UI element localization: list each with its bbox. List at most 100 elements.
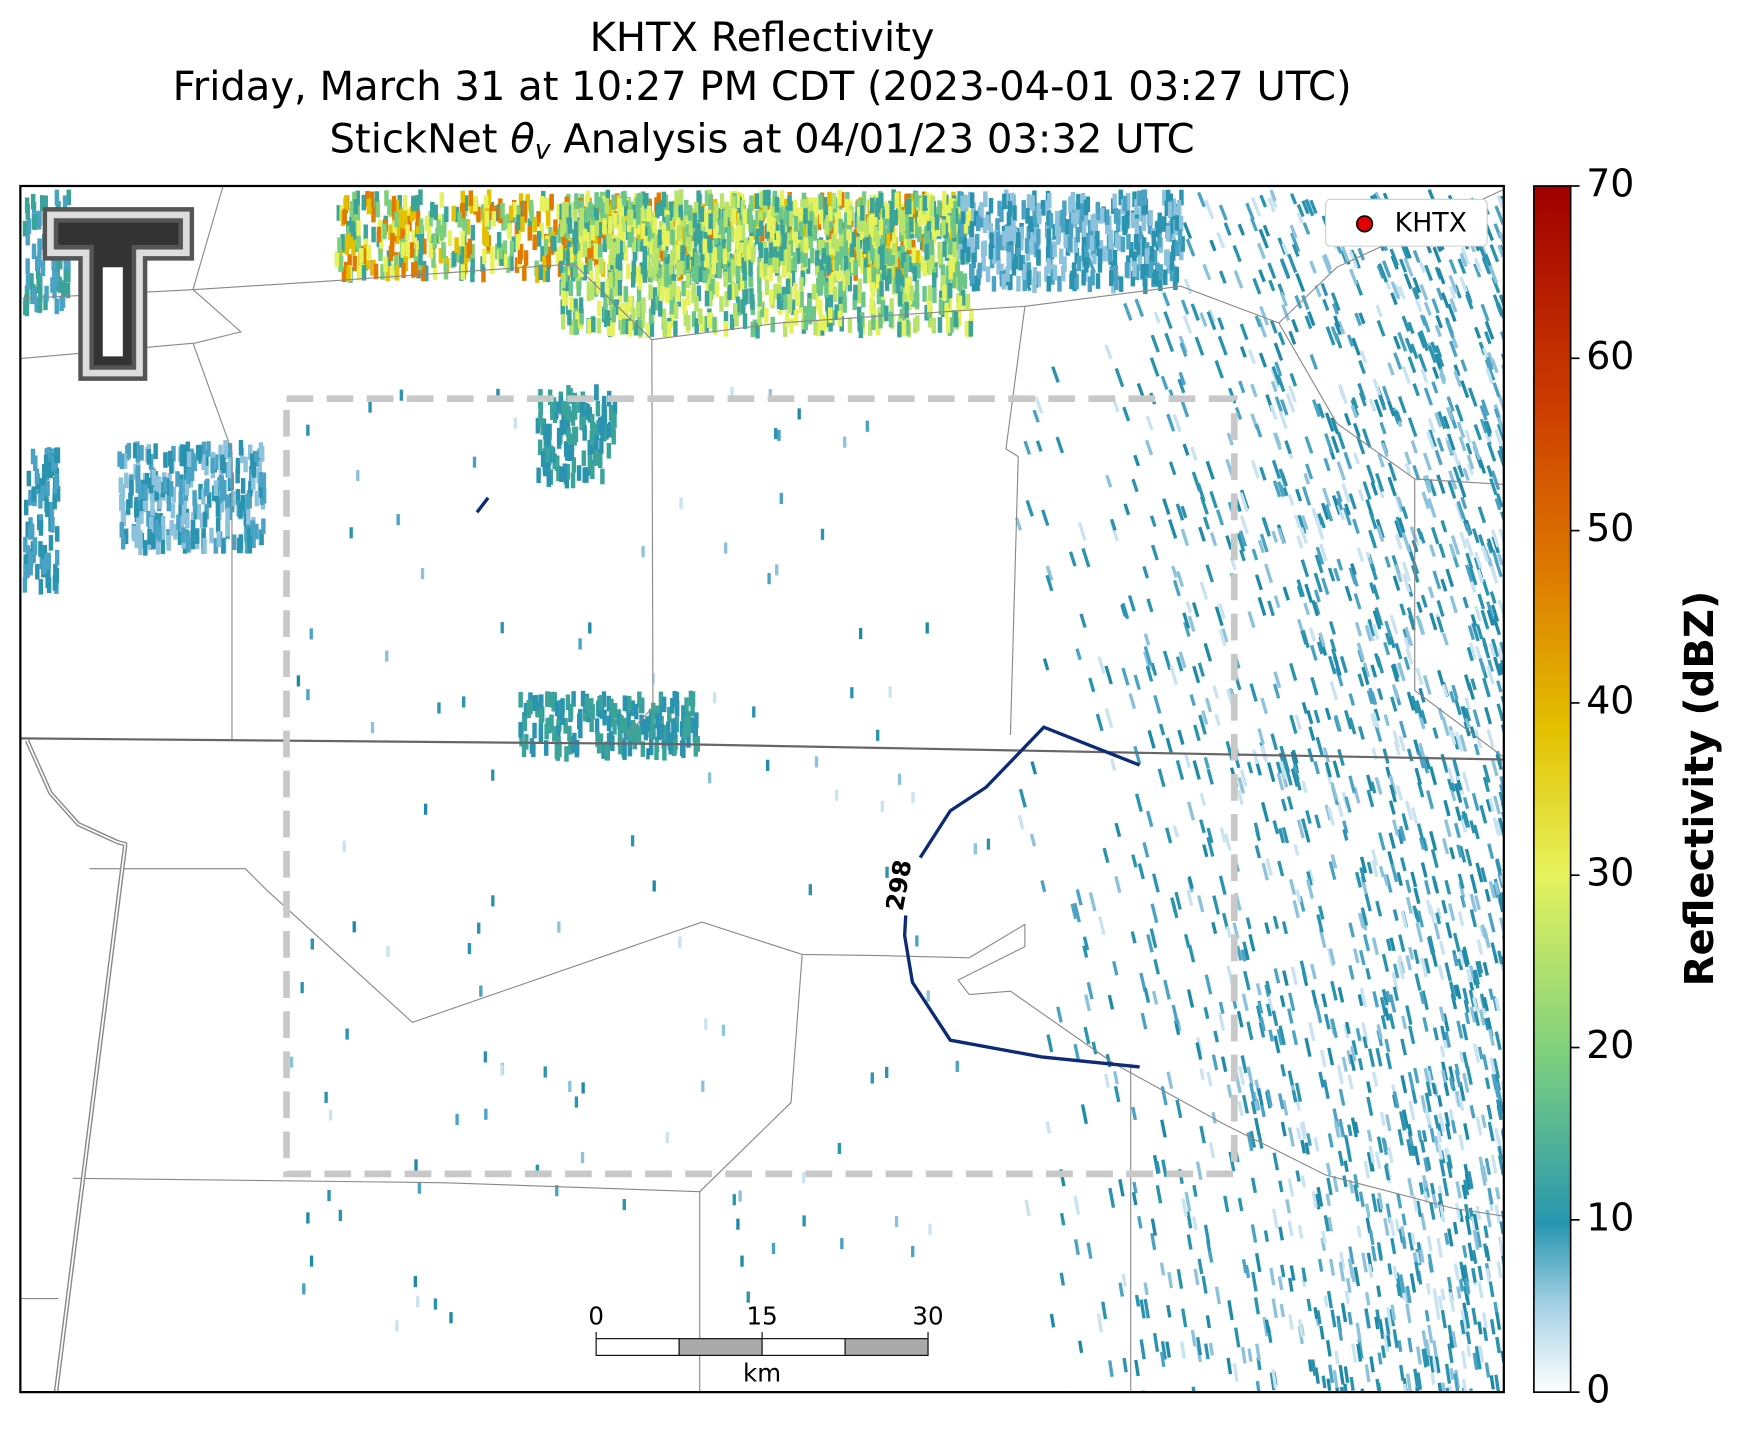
radar-echo bbox=[627, 231, 632, 248]
radar-echo bbox=[1131, 478, 1139, 493]
radar-echo bbox=[1332, 1369, 1339, 1390]
radar-echo bbox=[31, 243, 37, 260]
radar-echo bbox=[714, 202, 719, 219]
radar-echo bbox=[1017, 814, 1025, 830]
radar-echo bbox=[886, 218, 891, 234]
radar-echo bbox=[1109, 522, 1119, 542]
radar-echo bbox=[588, 257, 593, 274]
radar-echo bbox=[1240, 949, 1247, 962]
radar-echo bbox=[784, 310, 790, 327]
radar-echo bbox=[1422, 1016, 1429, 1033]
radar-echo bbox=[1450, 535, 1461, 556]
radar-echo bbox=[1477, 960, 1484, 974]
radar-echo bbox=[1489, 1375, 1495, 1390]
radar-echo bbox=[1461, 1184, 1468, 1200]
radar-echo bbox=[1361, 428, 1372, 448]
radar-echo bbox=[1187, 876, 1194, 890]
radar-echo bbox=[1070, 903, 1078, 920]
radar-echo bbox=[1325, 326, 1336, 346]
radar-echo bbox=[1343, 1024, 1350, 1039]
radar-echo bbox=[45, 553, 51, 570]
radar-echo bbox=[1133, 745, 1142, 765]
radar-echo bbox=[1205, 564, 1215, 583]
radar-echo bbox=[766, 216, 772, 232]
radar-echo bbox=[1482, 641, 1491, 659]
radar-echo bbox=[1464, 429, 1472, 444]
radar-echo bbox=[1343, 412, 1352, 426]
radar-echo bbox=[776, 230, 781, 247]
radar-echo bbox=[1252, 277, 1262, 295]
radar-echo bbox=[35, 563, 40, 580]
radar-echo bbox=[543, 423, 548, 440]
radar-echo bbox=[1333, 315, 1341, 328]
radar-echo bbox=[415, 218, 421, 235]
radar-echo bbox=[1448, 470, 1458, 490]
radar-echo bbox=[1390, 863, 1399, 883]
radar-echo bbox=[560, 709, 565, 725]
radar-echo bbox=[1318, 1071, 1325, 1088]
radar-echo bbox=[168, 481, 174, 497]
radar-echo bbox=[590, 224, 595, 241]
radar-echo bbox=[670, 294, 676, 311]
radar-echo bbox=[1436, 1130, 1443, 1143]
radar-echo bbox=[1490, 529, 1500, 548]
radar-echo bbox=[668, 201, 674, 218]
radar-echo bbox=[763, 260, 768, 277]
radar-echo bbox=[1294, 714, 1302, 731]
radar-echo bbox=[350, 221, 356, 237]
radar-echo bbox=[1274, 361, 1283, 377]
radar-echo bbox=[662, 321, 667, 338]
radar-echo bbox=[735, 234, 740, 251]
radar-echo bbox=[676, 286, 681, 302]
radar-echo bbox=[1457, 478, 1467, 498]
radar-echo bbox=[807, 220, 813, 237]
radar-echo bbox=[1484, 1245, 1491, 1262]
radar-echo bbox=[909, 216, 914, 233]
radar-echo bbox=[1454, 783, 1463, 804]
radar-echo bbox=[1287, 1220, 1294, 1237]
radar-echo bbox=[146, 511, 151, 527]
radar-echo bbox=[750, 321, 756, 338]
radar-echo bbox=[1277, 481, 1286, 498]
radar-echo bbox=[1295, 272, 1306, 293]
radar-echo bbox=[577, 251, 582, 267]
radar-echo bbox=[1488, 797, 1496, 813]
radar-echo bbox=[1484, 1077, 1491, 1090]
radar-echo bbox=[1145, 415, 1154, 431]
radar-echo bbox=[1196, 483, 1206, 502]
radar-echo bbox=[1297, 514, 1307, 535]
radar-echo bbox=[873, 226, 878, 242]
radar-echo bbox=[1358, 359, 1366, 375]
radar-echo bbox=[1488, 264, 1499, 284]
radar-echo bbox=[1430, 848, 1439, 869]
radar-echo bbox=[1213, 1030, 1219, 1043]
radar-echo bbox=[1087, 219, 1093, 236]
radar-echo bbox=[1463, 999, 1470, 1014]
radar-echo bbox=[754, 193, 760, 209]
radar-echo bbox=[503, 253, 508, 270]
radar-echo bbox=[1187, 944, 1196, 963]
radar-echo bbox=[1254, 1252, 1262, 1273]
radar-echo bbox=[1449, 729, 1457, 746]
radar-echo bbox=[1492, 1058, 1501, 1079]
radar-echo bbox=[1169, 665, 1179, 686]
radar-echo bbox=[732, 303, 738, 319]
radar-echo bbox=[1375, 304, 1383, 318]
radar-echo bbox=[1412, 464, 1421, 481]
radar-echo bbox=[1202, 844, 1209, 858]
radar-echo bbox=[1479, 804, 1488, 824]
radar-echo bbox=[65, 282, 71, 299]
radar-echo bbox=[351, 240, 356, 256]
radar-echo bbox=[1348, 493, 1357, 510]
radar-echo bbox=[755, 210, 760, 226]
radar-echo bbox=[1150, 1218, 1158, 1236]
radar-echo bbox=[1390, 696, 1398, 712]
radar-echo bbox=[711, 258, 717, 275]
radar-echo bbox=[1134, 1294, 1141, 1307]
radar-echo bbox=[1364, 1292, 1371, 1306]
radar-echo bbox=[1447, 903, 1456, 921]
radar-echo bbox=[1324, 1013, 1331, 1030]
radar-echo bbox=[888, 201, 893, 217]
radar-echo bbox=[1133, 674, 1141, 691]
radar-echo bbox=[644, 193, 649, 209]
